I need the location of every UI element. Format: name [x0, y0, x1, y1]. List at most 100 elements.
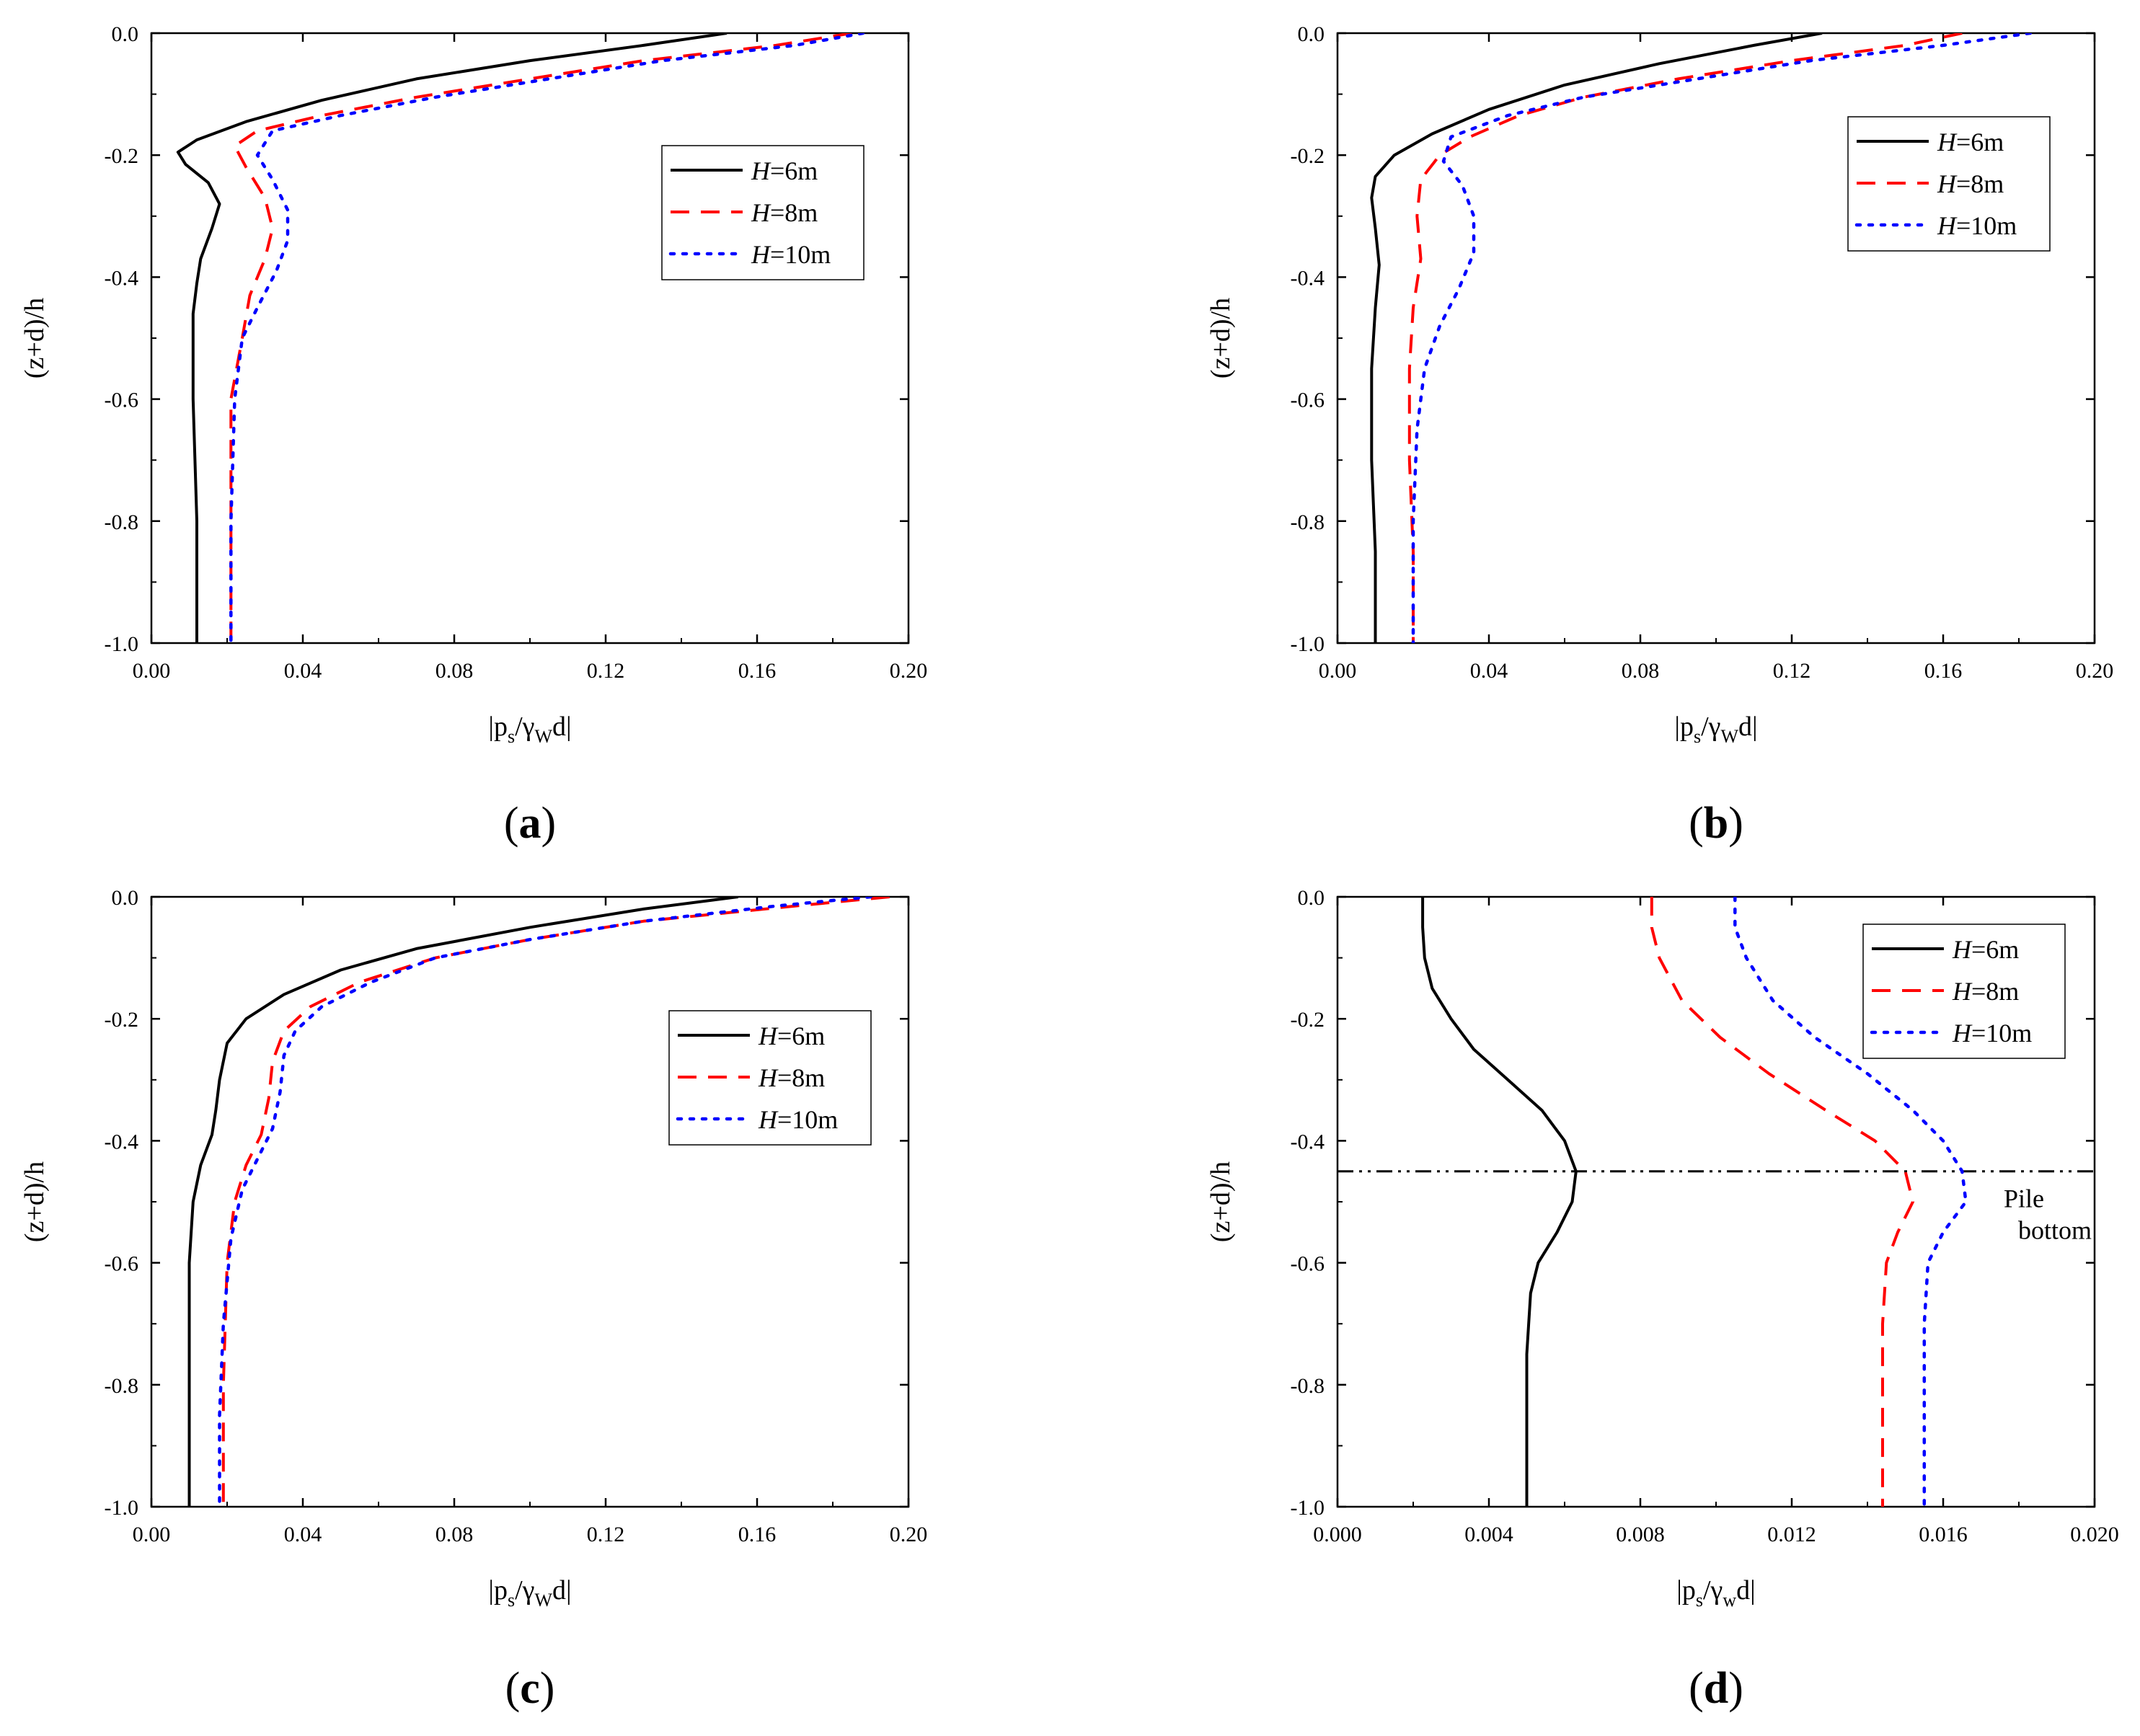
x-tick-label: 0.004 — [1464, 1523, 1513, 1546]
series-line-h10m — [1411, 33, 2033, 643]
series-line-h6m — [1421, 897, 1578, 1507]
panel-a: 0.00 0.04 0.08 0.12 0.16 0.20 0.0 -0.2 -0.4 -0.6 -… — [19, 22, 927, 848]
y-tick-label: -0.2 — [1291, 144, 1325, 168]
series-line-h10m — [218, 897, 872, 1507]
x-tick-label: 0.00 — [133, 659, 171, 683]
x-tick-label: 0.20 — [2076, 659, 2114, 683]
panel-label: (c) — [505, 1664, 555, 1713]
x-tick-label: 0.16 — [738, 1523, 777, 1546]
pile-bottom-label: Pile bottom — [2004, 1184, 2092, 1245]
legend-label: H=8m — [758, 1063, 825, 1092]
legend-box — [1847, 116, 2051, 252]
legend-label: H=10m — [758, 1105, 838, 1134]
y-tick-label: 0.0 — [1298, 22, 1325, 46]
x-tick-label: 0.020 — [2070, 1523, 2119, 1546]
y-tick-label: -0.4 — [1291, 266, 1325, 290]
x-tick-label: 0.000 — [1313, 1523, 1362, 1546]
x-tick-label: 0.00 — [133, 1523, 171, 1546]
y-tick-label: -0.4 — [105, 1130, 139, 1153]
y-tick-label: -0.6 — [1291, 389, 1325, 412]
series-line-h8m — [1407, 33, 1963, 643]
x-tick-label: 0.04 — [1470, 659, 1508, 683]
x-tick-label: 0.12 — [587, 1523, 625, 1546]
panel-b: 0.00 0.04 0.08 0.12 0.16 0.20 0.0 -0.2 -0.4 -0.6 -… — [1206, 22, 2113, 848]
x-axis-label: |ps/γWd| — [488, 1575, 571, 1611]
y-axis-label: (z+d)/h — [1206, 1161, 1236, 1242]
x-tick-label: 0.08 — [1622, 659, 1660, 683]
x-tick-label: 0.12 — [587, 659, 625, 683]
legend-label: H=6m — [1937, 128, 2004, 156]
legend-label: H=10m — [1952, 1019, 2032, 1048]
x-axis-label: |ps/γwd| — [1676, 1575, 1755, 1611]
legend-label: H=6m — [758, 1022, 825, 1050]
series-line-h6m — [1370, 33, 1823, 643]
y-tick-label: 0.0 — [112, 22, 139, 46]
y-tick-label: -1.0 — [1291, 632, 1325, 656]
legend-label: H=8m — [1952, 977, 2019, 1006]
x-tick-label: 0.012 — [1767, 1523, 1816, 1546]
panel-d: 0.000 0.004 0.008 0.012 0.016 0.020 0.0 -0.2 -0.… — [1206, 886, 2119, 1713]
y-tick-label: -0.8 — [1291, 1374, 1325, 1398]
y-tick-label: -1.0 — [105, 1496, 139, 1520]
series-line-h8m — [1650, 897, 1914, 1507]
legend: H=6m H=8m H=10m — [661, 145, 865, 280]
y-axis-label: (z+d)/h — [19, 1161, 50, 1242]
y-tick-label: -0.2 — [105, 1008, 139, 1032]
y-tick-label: -0.8 — [105, 510, 139, 534]
series-line-h6m — [176, 33, 728, 643]
y-tick-label: -0.2 — [105, 144, 139, 168]
x-tick-label: 0.016 — [1919, 1523, 1968, 1546]
series-line-h8m — [229, 33, 852, 643]
x-tick-label: 0.16 — [738, 659, 777, 683]
plot-frame — [150, 895, 910, 1508]
series-line-h8m — [221, 897, 890, 1507]
y-tick-label: 0.0 — [1298, 886, 1325, 910]
x-tick-label: 0.00 — [1319, 659, 1357, 683]
legend: H=6m H=8m H=10m — [668, 1010, 872, 1146]
legend-label: H=6m — [751, 156, 818, 185]
plot-frame — [150, 32, 910, 645]
x-tick-label: 0.08 — [435, 659, 474, 683]
y-tick-label: -0.8 — [105, 1374, 139, 1398]
y-tick-label: -1.0 — [1291, 1496, 1325, 1520]
legend: H=6m H=8m H=10m — [1847, 116, 2051, 252]
legend: H=6m H=8m H=10m — [1862, 924, 2066, 1059]
panel-label: (a) — [504, 799, 556, 848]
legend-label: H=8m — [1937, 169, 2004, 198]
x-tick-label: 0.20 — [890, 659, 928, 683]
x-tick-label: 0.20 — [890, 1523, 928, 1546]
x-axis-label: |ps/γWd| — [1674, 712, 1757, 747]
legend-label: H=10m — [1937, 211, 2017, 240]
legend-box — [661, 145, 865, 280]
legend-box — [668, 1010, 872, 1146]
series-line-h10m — [1733, 897, 1968, 1507]
panel-label: (b) — [1689, 799, 1743, 848]
y-tick-label: -0.6 — [105, 1252, 139, 1276]
legend-label: H=6m — [1952, 935, 2019, 964]
y-tick-label: -0.8 — [1291, 510, 1325, 534]
x-axis-label: |ps/γWd| — [488, 712, 571, 747]
y-tick-label: -0.4 — [105, 266, 139, 290]
x-tick-label: 0.04 — [284, 1523, 322, 1546]
y-axis-label: (z+d)/h — [1206, 298, 1236, 378]
y-tick-label: -0.2 — [1291, 1008, 1325, 1032]
y-tick-label: -0.6 — [105, 389, 139, 412]
x-tick-label: 0.04 — [284, 659, 322, 683]
x-tick-label: 0.16 — [1924, 659, 1963, 683]
series-line-h6m — [187, 897, 738, 1507]
legend-box — [1862, 924, 2066, 1059]
x-tick-label: 0.008 — [1616, 1523, 1665, 1546]
panel-c: 0.00 0.04 0.08 0.12 0.16 0.20 0.0 -0.2 -0.4 -0.6 -… — [19, 886, 927, 1713]
legend-label: H=8m — [751, 198, 818, 227]
y-tick-label: -0.4 — [1291, 1130, 1325, 1153]
y-axis-label: (z+d)/h — [19, 298, 50, 378]
y-tick-label: -1.0 — [105, 632, 139, 656]
y-tick-label: 0.0 — [112, 886, 139, 910]
panel-label: (d) — [1689, 1664, 1743, 1713]
x-tick-label: 0.12 — [1773, 659, 1811, 683]
series-line-h10m — [229, 33, 865, 643]
x-tick-label: 0.08 — [435, 1523, 474, 1546]
legend-label: H=10m — [751, 240, 831, 269]
y-tick-label: -0.6 — [1291, 1252, 1325, 1276]
